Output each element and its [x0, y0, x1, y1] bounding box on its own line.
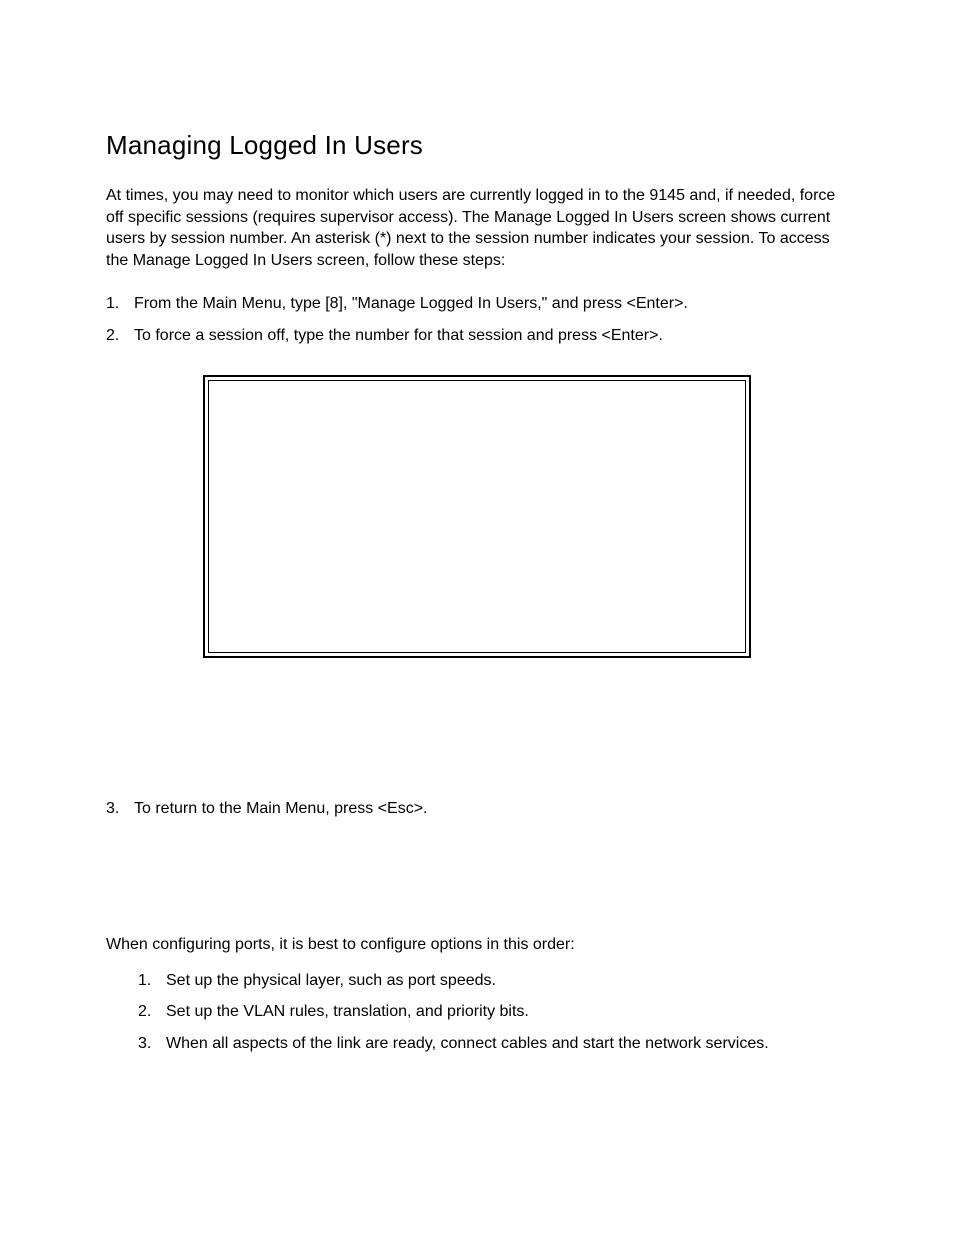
- config-intro-text: When configuring ports, it is best to co…: [106, 934, 848, 956]
- page-content: Managing Logged In Users At times, you m…: [0, 0, 954, 1055]
- config-step-number: 2.: [138, 1001, 166, 1023]
- config-step-3: 3. When all aspects of the link are read…: [138, 1033, 848, 1055]
- page-title: Managing Logged In Users: [106, 130, 848, 161]
- config-step-text: Set up the physical layer, such as port …: [166, 970, 496, 992]
- config-step-1: 1. Set up the physical layer, such as po…: [138, 970, 848, 992]
- config-step-number: 1.: [138, 970, 166, 992]
- step-number: 2.: [106, 325, 134, 347]
- config-step-text: Set up the VLAN rules, translation, and …: [166, 1001, 529, 1023]
- step-text: To return to the Main Menu, press <Esc>.: [134, 798, 427, 820]
- step-3-container: 3. To return to the Main Menu, press <Es…: [106, 798, 848, 820]
- config-step-number: 3.: [138, 1033, 166, 1055]
- step-text: From the Main Menu, type [8], "Manage Lo…: [134, 293, 688, 315]
- step-item-2: 2. To force a session off, type the numb…: [106, 325, 848, 347]
- config-step-2: 2. Set up the VLAN rules, translation, a…: [138, 1001, 848, 1023]
- step-number: 3.: [106, 798, 134, 820]
- step-number: 1.: [106, 293, 134, 315]
- terminal-screen-inner-border: [208, 380, 746, 653]
- config-steps-list: 1. Set up the physical layer, such as po…: [106, 970, 848, 1055]
- step-item-3: 3. To return to the Main Menu, press <Es…: [106, 798, 848, 820]
- intro-text: At times, you may need to monitor which …: [106, 185, 848, 271]
- terminal-screen-box: [203, 375, 751, 658]
- step-item-1: 1. From the Main Menu, type [8], "Manage…: [106, 293, 848, 315]
- step-text: To force a session off, type the number …: [134, 325, 663, 347]
- config-step-text: When all aspects of the link are ready, …: [166, 1033, 769, 1055]
- steps-list: 1. From the Main Menu, type [8], "Manage…: [106, 293, 848, 346]
